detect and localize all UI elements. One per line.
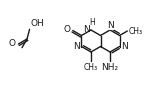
Text: CH₃: CH₃ [84, 63, 98, 72]
Text: H: H [89, 18, 95, 27]
Text: O: O [9, 39, 16, 48]
Text: CH₃: CH₃ [129, 26, 143, 36]
Text: OH: OH [31, 19, 44, 28]
Text: N: N [107, 21, 113, 29]
Text: O: O [63, 26, 70, 34]
Text: N: N [121, 42, 128, 51]
Text: NH₂: NH₂ [101, 63, 119, 72]
Text: N: N [83, 26, 90, 34]
Text: N: N [73, 42, 80, 51]
